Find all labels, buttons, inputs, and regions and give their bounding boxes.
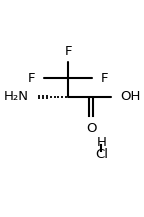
Text: F: F <box>28 72 35 85</box>
Text: F: F <box>64 45 72 58</box>
Text: OH: OH <box>120 90 140 104</box>
Text: O: O <box>86 122 96 135</box>
Text: Cl: Cl <box>95 148 108 161</box>
Text: H: H <box>96 136 106 149</box>
Text: H₂N: H₂N <box>4 90 29 104</box>
Text: F: F <box>101 72 108 85</box>
